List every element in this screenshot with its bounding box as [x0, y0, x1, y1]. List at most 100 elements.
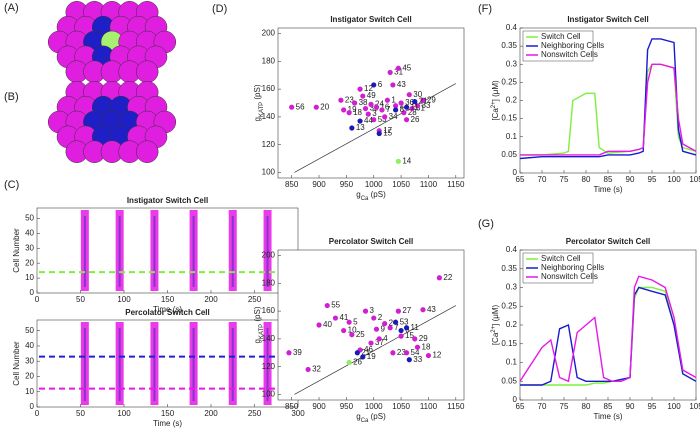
point-label: 54 — [411, 348, 420, 357]
point-label: 7 — [386, 105, 391, 114]
point — [398, 100, 404, 106]
point — [403, 325, 410, 331]
point-label: 33 — [422, 101, 431, 110]
point-label: 18 — [353, 108, 362, 117]
x-tick-label: 100 — [667, 402, 681, 411]
point — [379, 107, 385, 113]
point — [305, 366, 311, 373]
x-tick-label: 50 — [76, 409, 85, 418]
chart-title: Instigator Switch Cell — [330, 15, 411, 24]
x-tick-label: 80 — [582, 402, 591, 411]
x-tick-label: 1050 — [392, 402, 410, 411]
axis-label-part: Time (s) — [153, 305, 182, 314]
point — [346, 110, 352, 116]
axis-label-part: g — [253, 117, 262, 121]
x-tick-label: 95 — [648, 175, 657, 184]
y-tick-label: 140 — [262, 112, 276, 121]
y-tick-label: 0.2 — [506, 320, 518, 329]
point-label: 21 — [419, 97, 428, 106]
y-tick-label: 0.1 — [506, 132, 518, 141]
point-label: 49 — [367, 91, 376, 100]
axis-label: gCa (pS) — [356, 190, 386, 201]
y-tick-label: 0 — [30, 402, 35, 411]
point — [346, 359, 352, 366]
chart-title: Percolator Switch Cell — [329, 237, 413, 246]
point-label: 21 — [361, 348, 370, 357]
x-tick-label: 150 — [161, 409, 175, 418]
y-tick-label: 0.4 — [506, 245, 518, 254]
axis-label: gKATP (pS) — [253, 306, 264, 343]
point-label: 29 — [427, 95, 436, 104]
axis-label-part: ] (μM) — [491, 80, 500, 101]
y-tick-label: 20 — [25, 258, 34, 267]
panel-label: (D) — [212, 3, 227, 15]
point-label: 43 — [397, 80, 406, 89]
point-label: 19 — [348, 105, 357, 114]
chart-title: Percolator Switch Cell — [125, 308, 209, 317]
axis-label-part: (pS) — [368, 412, 386, 421]
point — [316, 322, 322, 328]
point-label: 38 — [359, 98, 368, 107]
y-tick-label: 0.05 — [501, 150, 517, 159]
y-tick-label: 50 — [25, 326, 34, 335]
y-tick-label: 0.15 — [501, 114, 517, 123]
point — [376, 130, 382, 137]
axis-label: Time (s) — [593, 185, 622, 194]
point-label: 9 — [380, 324, 385, 333]
chart-title: Instigator Switch Cell — [567, 15, 648, 24]
point-label: 45 — [402, 63, 411, 72]
x-tick-label: 1050 — [392, 180, 410, 189]
point-label: 2 — [378, 313, 383, 322]
x-tick-label: 90 — [626, 175, 635, 184]
point — [362, 105, 369, 112]
point-label: 40 — [323, 320, 332, 329]
axis-label-part: KATP — [259, 102, 265, 117]
point-label: 24 — [375, 99, 384, 108]
point-label: 7 — [394, 323, 399, 332]
point — [401, 110, 407, 116]
x-tick-label: 1100 — [420, 180, 438, 189]
series-line — [519, 38, 697, 160]
burst-core — [118, 328, 121, 401]
axis-label: gCa (pS) — [356, 412, 386, 423]
y-tick-label: 200 — [262, 29, 276, 38]
point — [409, 105, 415, 112]
axis-label-part: (pS) — [253, 306, 262, 324]
axis-label-part: Time (s) — [593, 185, 622, 194]
point-label: 19 — [367, 352, 376, 361]
burst-core — [153, 216, 156, 287]
axis-label-part: Ca — [361, 196, 369, 202]
point — [349, 125, 355, 131]
reference-line — [294, 305, 456, 395]
point — [387, 325, 393, 331]
point — [368, 101, 374, 107]
legend-label: Nonswitch Cells — [541, 50, 598, 59]
y-tick-label: 0.25 — [501, 77, 517, 86]
burst-core — [231, 328, 234, 401]
cell-clusters — [47, 1, 177, 163]
y-tick-label: 160 — [262, 306, 276, 315]
y-tick-label: 120 — [262, 140, 276, 149]
x-tick-label: 850 — [285, 402, 299, 411]
y-tick-label: 0.3 — [506, 59, 518, 68]
point-label: 14 — [402, 156, 411, 165]
point-label: 34 — [389, 112, 398, 121]
point-label: 4 — [383, 334, 388, 343]
point-label: 43 — [427, 305, 436, 314]
legend-label: Nonswitch Cells — [541, 272, 598, 281]
point-label: 36 — [405, 98, 414, 107]
x-tick-label: 150 — [161, 295, 175, 304]
point — [351, 100, 358, 106]
axis-label-part: KATP — [259, 324, 265, 339]
y-tick-label: 0 — [30, 288, 35, 297]
axis-label-part: Time (s) — [153, 419, 182, 428]
point — [420, 307, 426, 313]
point-label: 56 — [296, 102, 305, 111]
y-tick-label: 0.3 — [506, 283, 518, 292]
point-label: 15 — [383, 129, 392, 138]
point-label: 51 — [416, 104, 425, 113]
point — [414, 103, 421, 109]
point — [403, 350, 410, 356]
x-tick-label: 850 — [285, 180, 299, 189]
axis-label: gKATP (pS) — [253, 84, 264, 121]
